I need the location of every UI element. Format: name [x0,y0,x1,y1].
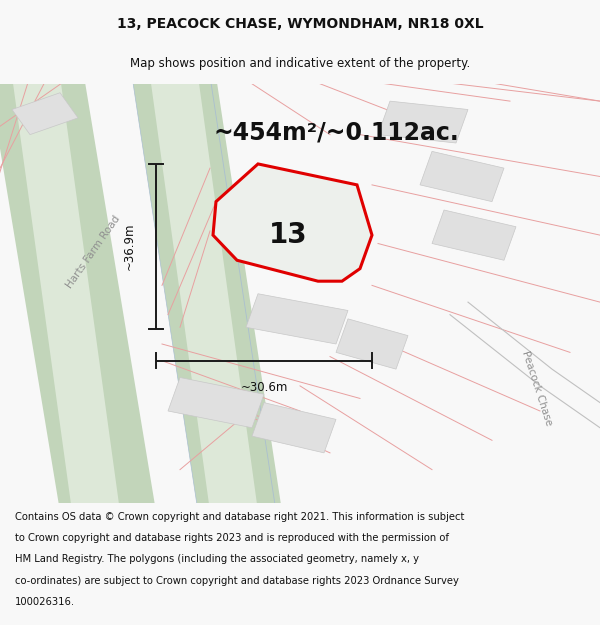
Polygon shape [168,378,264,428]
Polygon shape [12,92,78,134]
Text: 100026316.: 100026316. [15,597,75,607]
Text: co-ordinates) are subject to Crown copyright and database rights 2023 Ordnance S: co-ordinates) are subject to Crown copyr… [15,576,459,586]
Polygon shape [246,294,348,344]
Polygon shape [252,402,336,453]
Polygon shape [12,76,120,511]
Text: Contains OS data © Crown copyright and database right 2021. This information is : Contains OS data © Crown copyright and d… [15,512,464,522]
Polygon shape [378,101,468,143]
Polygon shape [336,319,408,369]
Text: ~36.9m: ~36.9m [122,223,136,271]
Text: 13, PEACOCK CHASE, WYMONDHAM, NR18 0XL: 13, PEACOCK CHASE, WYMONDHAM, NR18 0XL [116,17,484,31]
Text: ~30.6m: ~30.6m [241,381,287,394]
Polygon shape [150,76,258,511]
Polygon shape [132,76,282,511]
Text: Harts Farm Road: Harts Farm Road [64,214,122,290]
Polygon shape [213,164,372,281]
Text: ~454m²/~0.112ac.: ~454m²/~0.112ac. [213,121,459,144]
Text: to Crown copyright and database rights 2023 and is reproduced with the permissio: to Crown copyright and database rights 2… [15,533,449,543]
Polygon shape [420,151,504,202]
Text: HM Land Registry. The polygons (including the associated geometry, namely x, y: HM Land Registry. The polygons (includin… [15,554,419,564]
Text: Peacock Chase: Peacock Chase [520,349,554,427]
Polygon shape [0,76,156,511]
Text: Map shows position and indicative extent of the property.: Map shows position and indicative extent… [130,57,470,70]
Polygon shape [432,210,516,260]
Text: 13: 13 [269,221,307,249]
